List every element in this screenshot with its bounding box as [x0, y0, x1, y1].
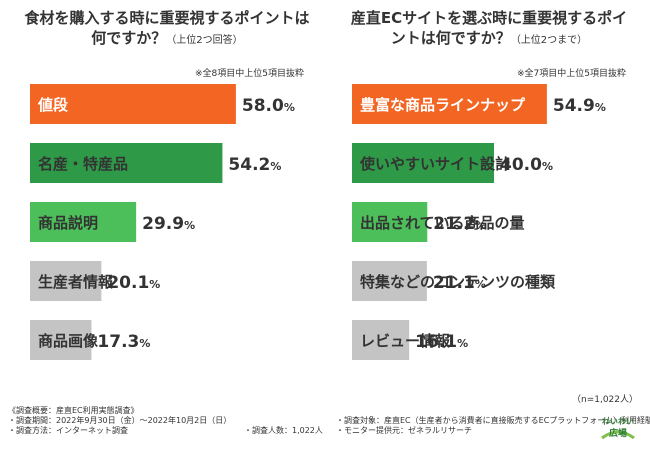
bar-category-label: レビュー情報	[360, 332, 451, 350]
right-chart-panel: 産直ECサイトを選ぶ時に重要視するポイントは何ですか？（上位2つまで） ※全7項…	[344, 0, 644, 380]
left-chart-panel: 食材を購入する時に重要視するポイントは何ですか？（上位2つ回答） ※全8項目中上…	[22, 0, 322, 380]
footer-method: ・調査方法：インターネット調査	[8, 426, 128, 435]
bar-value-unit: %	[270, 160, 281, 173]
bar-value-unit: %	[139, 337, 150, 350]
bar-group: 名産・特産品 54.2%	[30, 143, 281, 183]
right-title-sub: （上位2つまで）	[510, 35, 588, 46]
bar-category-label: 名産・特産品	[38, 155, 128, 173]
right-bar-chart: 豊富な商品ラインナップ 54.9%使いやすいサイト設計40.0%出品されている商品…	[352, 84, 606, 360]
right-title-text: 産直ECサイトを選ぶ時に重要視するポイントは何ですか？（上位2つまで）	[344, 8, 634, 51]
waiwai-hiroba-logo: わいわい 広場	[601, 417, 635, 440]
footer-count: ・調査人数：1,022人	[244, 426, 323, 435]
bar-value-label: 21.2%	[433, 214, 486, 234]
bar-value-number: 54.9	[553, 96, 595, 116]
bar-category-label: 値段	[37, 96, 68, 114]
bar-value-number: 29.9	[142, 214, 184, 234]
bar	[30, 202, 137, 242]
bar	[352, 143, 494, 183]
bar	[352, 84, 547, 124]
right-chart-title: 産直ECサイトを選ぶ時に重要視するポイントは何ですか？（上位2つまで）	[344, 8, 634, 51]
footer-col-3: ・調査対象：産直EC（生産者から消費者に直接販売するECプラットフォーム）利用経…	[336, 416, 650, 436]
bar-value-number: 21.1	[433, 273, 475, 293]
bar-value-label: 40.0%	[500, 155, 553, 175]
bar-category-label: 生産者情報	[38, 273, 114, 291]
bar	[352, 202, 428, 242]
bar-value-number: 40.0	[500, 155, 542, 175]
bar-value-number: 17.3	[97, 332, 139, 352]
bar-value-unit: %	[475, 219, 486, 232]
bar-category-label: 商品画像	[38, 332, 99, 350]
bar-value-unit: %	[149, 278, 160, 291]
bar-value-unit: %	[284, 101, 295, 114]
left-title-main: 食材を購入する時に重要視するポイントは何ですか？	[24, 9, 310, 47]
survey-footer: 《調査概要：産直EC利用実態調査》 ・調査期間：2022年9月30日（金）〜20…	[8, 406, 650, 448]
bar-value-number: 21.2	[433, 214, 475, 234]
logo-arc	[601, 430, 635, 440]
bar-category-label: 出品されている商品の量	[360, 214, 525, 232]
bar-value-label: 21.1%	[433, 273, 486, 293]
bar	[352, 320, 410, 360]
sample-size-note: （n=1,022人）	[571, 395, 638, 405]
bar-value-label: 17.3%	[97, 332, 150, 352]
footer-provider: ・モニター提供元：ゼネラルリサーチ	[336, 426, 472, 435]
left-title-text: 食材を購入する時に重要視するポイントは何ですか？（上位2つ回答）	[22, 8, 312, 51]
footer-period: ・調査期間：2022年9月30日（金）〜2022年10月2日（日）	[8, 416, 232, 425]
bar-value-number: 20.1	[107, 273, 149, 293]
bar-group: 豊富な商品ラインナップ 54.9%	[352, 84, 606, 124]
bar-value-number: 54.2	[228, 155, 270, 175]
bar	[30, 143, 223, 183]
left-chart-note: ※全8項目中上位5項目抜粋	[195, 69, 304, 79]
footer-target: ・調査対象：産直EC（生産者から消費者に直接販売するECプラットフォーム）利用経…	[336, 416, 650, 425]
bar-category-label: 商品説明	[38, 214, 98, 232]
bar-value-unit: %	[184, 219, 195, 232]
footer-col-1: ・調査期間：2022年9月30日（金）〜2022年10月2日（日） ・調査方法：…	[8, 416, 231, 436]
footer-heading: 《調査概要：産直EC利用実態調査》	[8, 406, 139, 415]
footer-col-2: ・調査人数：1,022人	[244, 426, 323, 436]
bar-group: 商品画像 17.3%	[30, 320, 150, 360]
bar-group: 値段 58.0%	[30, 84, 295, 124]
bar-value-unit: %	[475, 278, 486, 291]
bar-value-label: 20.1%	[107, 273, 160, 293]
logo-text-line2: 広場	[609, 427, 627, 439]
bar-value-label: 29.9%	[142, 214, 195, 234]
left-bar-chart: 値段 58.0%名産・特産品 54.2%商品説明 29.9%生産者情報20.1%商品画…	[30, 84, 295, 360]
logo-text-line1: わいわい	[602, 417, 634, 426]
bar-value-unit: %	[457, 337, 468, 350]
bar-value-unit: %	[542, 160, 553, 173]
right-chart-note: ※全7項目中上位5項目抜粋	[517, 69, 626, 79]
bar-group: 商品説明 29.9%	[30, 202, 195, 242]
bar-value-number: 58.0	[242, 96, 284, 116]
bar-category-label: 特集などのコンテンツの種類	[360, 273, 556, 291]
bar-value-unit: %	[595, 101, 606, 114]
bar-value-label: 58.0%	[242, 96, 295, 116]
bar-value-number: 16.1	[415, 332, 457, 352]
bar	[30, 261, 102, 301]
bar-category-label: 使いやすいサイト設計	[359, 155, 510, 173]
left-chart-title: 食材を購入する時に重要視するポイントは何ですか？（上位2つ回答）	[22, 8, 312, 51]
bar	[30, 320, 92, 360]
bar-category-label: 豊富な商品ラインナップ	[360, 96, 526, 114]
left-title-sub: （上位2つ回答）	[166, 35, 243, 46]
bar	[30, 84, 236, 124]
right-title-main: 産直ECサイトを選ぶ時に重要視するポイントは何ですか？	[350, 9, 628, 47]
bar-value-label: 54.2%	[228, 155, 281, 175]
bar-value-label: 16.1%	[415, 332, 468, 352]
bar-value-label: 54.9%	[553, 96, 606, 116]
bar	[352, 261, 427, 301]
